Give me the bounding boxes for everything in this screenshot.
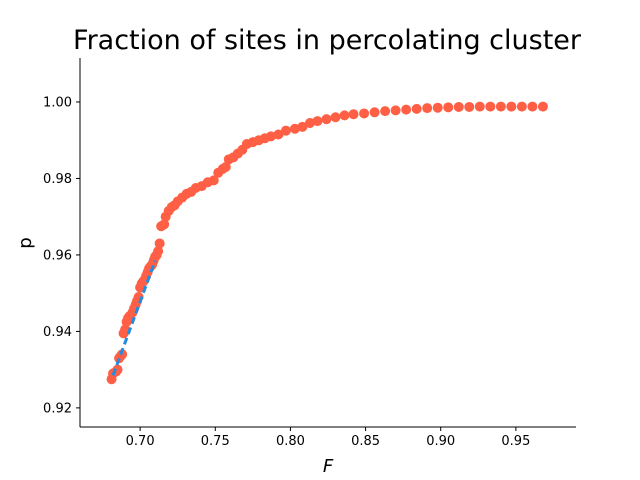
y-tick-label: 0.94 xyxy=(43,325,72,340)
fit-line xyxy=(111,260,157,376)
data-point xyxy=(495,101,506,112)
x-axis-ticks: 0.70 0.75 0.80 0.85 0.90 0.95 xyxy=(126,427,530,449)
data-point xyxy=(297,121,308,132)
data-point xyxy=(401,104,412,115)
chart-title: Fraction of sites in percolating cluster xyxy=(73,25,582,56)
y-tick-label: 0.92 xyxy=(43,401,72,416)
data-point xyxy=(527,101,538,112)
y-axis-label: p xyxy=(15,237,36,248)
y-axis-ticks: 0.92 0.94 0.96 0.98 1.00 xyxy=(43,95,80,416)
x-tick-label: 0.80 xyxy=(276,434,305,449)
data-point xyxy=(265,131,276,142)
data-point xyxy=(330,112,341,123)
data-point xyxy=(516,101,527,112)
data-point xyxy=(411,103,422,114)
data-point xyxy=(273,129,284,140)
plot-area xyxy=(106,101,548,385)
data-point xyxy=(159,219,170,230)
data-point xyxy=(208,175,219,186)
data-point xyxy=(474,101,485,112)
data-point xyxy=(464,101,475,112)
y-tick-label: 0.96 xyxy=(43,248,72,263)
x-tick-label: 0.90 xyxy=(426,434,455,449)
x-axis-label: F xyxy=(323,456,334,477)
y-tick-label: 0.98 xyxy=(43,172,72,187)
data-point xyxy=(339,110,350,121)
y-tick-label: 1.00 xyxy=(43,95,72,110)
data-point xyxy=(359,108,370,119)
x-tick-label: 0.75 xyxy=(201,434,230,449)
data-point xyxy=(369,107,380,118)
data-point xyxy=(537,101,548,112)
data-point xyxy=(220,161,231,172)
data-point xyxy=(280,125,291,136)
data-point xyxy=(506,101,517,112)
x-tick-label: 0.85 xyxy=(351,434,380,449)
data-point xyxy=(312,116,323,127)
data-point xyxy=(485,101,496,112)
x-tick-label: 0.95 xyxy=(501,434,530,449)
data-point xyxy=(348,109,359,120)
data-point xyxy=(422,103,433,114)
data-point xyxy=(153,246,164,257)
data-point xyxy=(432,102,443,113)
data-point xyxy=(443,102,454,113)
data-point xyxy=(304,118,315,129)
data-point xyxy=(289,123,300,134)
x-tick-label: 0.70 xyxy=(126,434,155,449)
data-point xyxy=(321,114,332,125)
data-point xyxy=(390,105,401,116)
data-point xyxy=(453,101,464,112)
data-point xyxy=(380,106,391,117)
data-point xyxy=(154,238,165,249)
